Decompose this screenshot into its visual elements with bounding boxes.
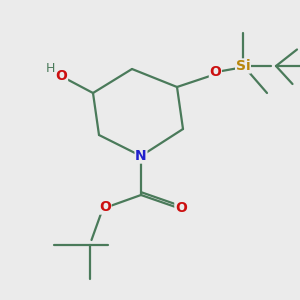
Text: O: O bbox=[56, 70, 68, 83]
Text: Si: Si bbox=[236, 59, 250, 73]
Text: O: O bbox=[99, 200, 111, 214]
Text: H: H bbox=[46, 62, 55, 75]
Text: O: O bbox=[175, 201, 187, 214]
Text: O: O bbox=[209, 65, 221, 79]
Text: N: N bbox=[135, 149, 147, 163]
